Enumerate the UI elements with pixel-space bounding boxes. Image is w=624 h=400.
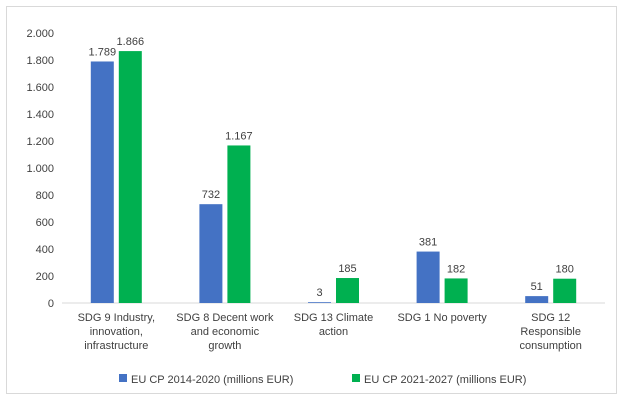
y-tick-label: 1.200 (26, 136, 54, 148)
category-label-line: growth (208, 340, 241, 352)
category-label-line: SDG 8 Decent work (176, 312, 274, 324)
bar-series-1 (416, 251, 440, 303)
category-label-line: infrastructure (84, 340, 148, 352)
y-tick-label: 0 (48, 298, 54, 310)
bar-series-2 (553, 278, 577, 303)
legend-swatch-1 (119, 374, 127, 382)
chart-svg: 0 200 400 600 800 1.000 1.200 1.400 1.600 1.800 2.… (26, 28, 605, 386)
category-label-line: Responsible (520, 326, 581, 338)
category-label-line: SDG 13 Climate (294, 312, 373, 324)
data-label: 1.789 (89, 46, 117, 58)
y-tick-label: 800 (36, 190, 54, 202)
bar-series-1 (308, 302, 331, 303)
bar-series-1 (90, 61, 114, 303)
y-tick-label: 200 (36, 271, 54, 283)
category-labels-group: SDG 9 Industry, innovation, infrastructure… (78, 312, 582, 352)
data-label: 51 (531, 281, 543, 293)
category-label-line: SDG 1 No poverty (397, 312, 487, 324)
legend-label-1: EU CP 2014-2020 (millions EUR) (131, 374, 293, 386)
y-axis-ticks: 0 200 400 600 800 1.000 1.200 1.400 1.600 1.800 2.… (26, 28, 54, 310)
y-tick-label: 1.000 (26, 163, 54, 175)
legend-label-2: EU CP 2021-2027 (millions EUR) (364, 374, 526, 386)
y-tick-label: 1.600 (26, 82, 54, 94)
category-label-line: innovation, (90, 326, 143, 338)
bar-series-1 (525, 296, 549, 303)
category-label: SDG 13 Climate action (294, 312, 373, 338)
legend: EU CP 2014-2020 (millions EUR) EU CP 2021… (119, 374, 526, 386)
data-label: 180 (556, 264, 574, 276)
data-label: 732 (202, 189, 220, 201)
category-label: SDG 9 Industry, innovation, infrastructure (78, 312, 155, 352)
data-label: 3 (316, 287, 322, 299)
category-label-line: and economic (191, 326, 260, 338)
chart-frame: 0 200 400 600 800 1.000 1.200 1.400 1.600 1.800 2.… (6, 6, 617, 394)
category-label: SDG 1 No poverty (397, 312, 487, 324)
category-label: SDG 12 Responsible consumption (520, 312, 582, 352)
data-label: 185 (338, 263, 356, 275)
y-tick-label: 600 (36, 217, 54, 229)
y-tick-label: 1.400 (26, 109, 54, 121)
bar-series-2 (227, 145, 251, 303)
bar-series-1 (199, 204, 223, 303)
data-label: 182 (447, 263, 465, 275)
y-tick-label: 2.000 (26, 28, 54, 40)
y-tick-label: 400 (36, 244, 54, 256)
category-label-line: SDG 9 Industry, (78, 312, 155, 324)
data-label: 1.866 (117, 36, 145, 48)
bars-group (90, 51, 577, 304)
y-tick-label: 1.800 (26, 55, 54, 67)
legend-swatch-2 (352, 374, 360, 382)
bar-series-2 (118, 51, 142, 304)
bar-series-2 (336, 278, 359, 303)
category-label-line: consumption (520, 340, 582, 352)
data-label: 381 (419, 237, 437, 249)
category-label-line: action (319, 326, 348, 338)
category-label: SDG 8 Decent work and economic growth (176, 312, 274, 352)
category-label-line: SDG 12 (531, 312, 570, 324)
data-label: 1.167 (225, 130, 253, 142)
bar-series-2 (444, 278, 468, 303)
